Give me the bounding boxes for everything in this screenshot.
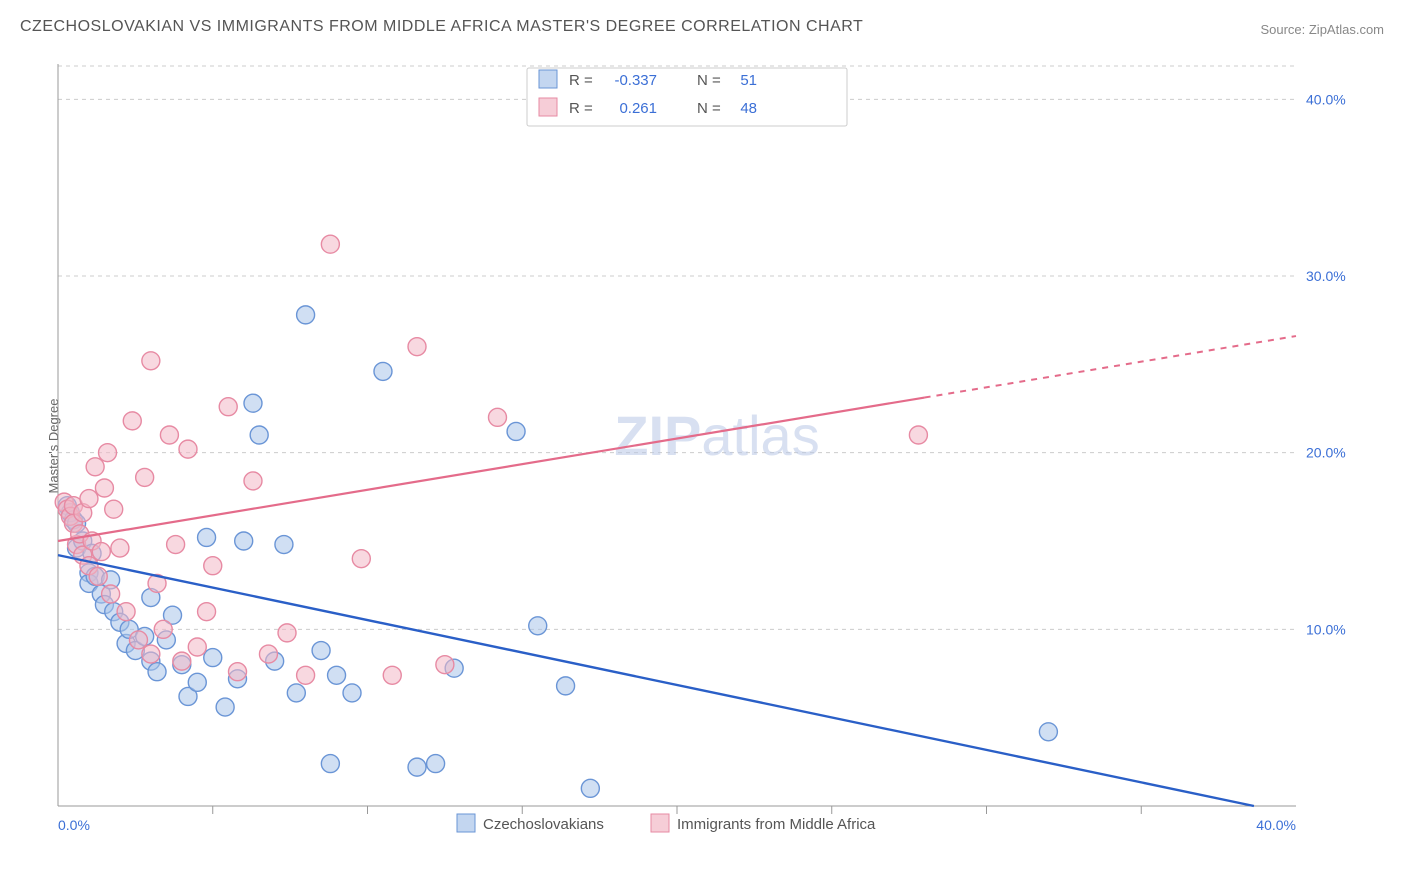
data-point [105,500,123,518]
data-point [488,408,506,426]
data-point [99,444,117,462]
data-point [287,684,305,702]
data-point [89,567,107,585]
data-point [383,666,401,684]
data-point [352,550,370,568]
data-point [95,479,113,497]
trend-line-dashed [925,336,1296,397]
legend-swatch [457,814,475,832]
data-point [80,490,98,508]
data-point [123,412,141,430]
legend-series-label: Czechoslovakians [483,816,604,833]
watermark: ZIPatlas [614,404,819,467]
data-point [219,398,237,416]
data-point [909,426,927,444]
chart-title: CZECHOSLOVAKIAN VS IMMIGRANTS FROM MIDDL… [20,18,863,36]
data-point [154,620,172,638]
data-point [250,426,268,444]
data-point [117,603,135,621]
data-point [148,663,166,681]
data-point [1039,723,1057,741]
data-point [102,585,120,603]
data-point [229,663,247,681]
data-point [173,652,191,670]
legend-r-value: -0.337 [614,72,657,89]
scatter-plot: 10.0% 20.0% 30.0% 40.0% 0.0% 40.0% ZIPatlas R =… [50,52,1356,842]
data-point [129,631,147,649]
data-point [92,543,110,561]
ytick-label: 20.0% [1306,445,1346,461]
data-point [328,666,346,684]
data-point [557,677,575,695]
data-point [507,422,525,440]
ytick-label: 10.0% [1306,621,1346,637]
data-point [581,779,599,797]
data-point [142,352,160,370]
legend-r-value: 0.261 [619,100,657,117]
data-point [297,306,315,324]
data-point [179,440,197,458]
data-point [297,666,315,684]
data-point [204,649,222,667]
data-point [374,362,392,380]
data-point [86,458,104,476]
ytick-label: 40.0% [1306,91,1346,107]
data-point [188,673,206,691]
data-point [244,472,262,490]
data-point [188,638,206,656]
data-point [235,532,253,550]
legend-swatch [539,98,557,116]
legend-n-value: 48 [740,100,757,117]
legend-r-label: R = [569,72,593,89]
data-point [343,684,361,702]
data-point [160,426,178,444]
data-point [111,539,129,557]
data-point [312,642,330,660]
data-point [321,235,339,253]
legend-series-label: Immigrants from Middle Africa [677,816,876,833]
data-point [216,698,234,716]
xtick-label: 0.0% [58,817,90,833]
data-point [321,755,339,773]
legend-r-label: R = [569,100,593,117]
data-point [244,394,262,412]
legend-n-label: N = [697,72,721,89]
ytick-label: 30.0% [1306,268,1346,284]
legend-n-value: 51 [740,72,757,89]
legend-swatch [651,814,669,832]
legend-swatch [539,70,557,88]
data-point [427,755,445,773]
source-label: Source: ZipAtlas.com [1260,22,1384,37]
data-point [408,758,426,776]
data-point [259,645,277,663]
legend-n-label: N = [697,100,721,117]
data-point [136,468,154,486]
data-point [529,617,547,635]
data-point [408,338,426,356]
data-point [167,536,185,554]
data-point [198,603,216,621]
data-point [436,656,454,674]
xtick-label: 40.0% [1256,817,1296,833]
data-point [275,536,293,554]
data-point [278,624,296,642]
data-point [142,645,160,663]
data-point [204,557,222,575]
data-point [198,528,216,546]
